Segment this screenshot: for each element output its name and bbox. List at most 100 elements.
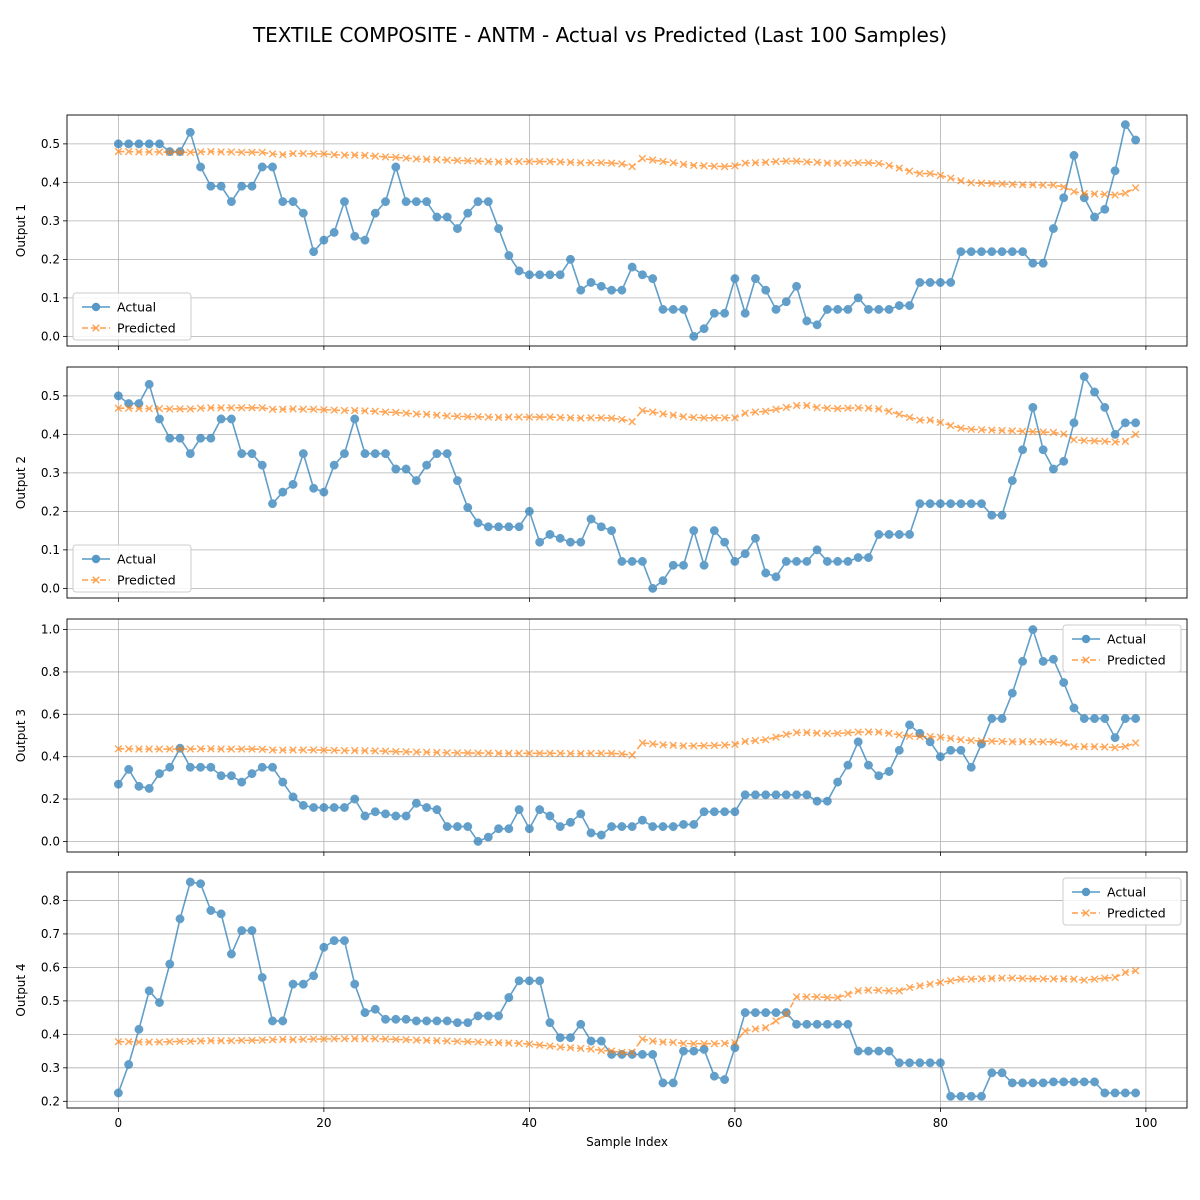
data-point-predicted — [1131, 739, 1140, 747]
data-point-predicted — [895, 410, 904, 419]
data-point-actual — [802, 1019, 812, 1029]
data-point-predicted — [1018, 737, 1027, 746]
data-point-predicted — [268, 405, 277, 414]
data-point-predicted — [309, 1035, 318, 1043]
data-point-actual — [545, 530, 555, 539]
data-point-predicted — [916, 732, 924, 741]
data-point-actual — [381, 809, 390, 819]
data-point-actual — [586, 514, 596, 524]
data-point-actual — [155, 998, 164, 1008]
data-point-actual — [463, 1018, 473, 1028]
data-point-actual — [617, 556, 627, 566]
data-point-predicted — [515, 413, 523, 421]
data-point-predicted — [402, 154, 410, 162]
data-point-actual — [566, 537, 575, 547]
data-point-predicted — [443, 156, 451, 164]
subplot-4: 0.2 0.3 0.4 0.5 0.6 0.7 0.8 0 20 40 60 80 100 Output … — [14, 871, 1188, 1149]
data-point-predicted — [792, 993, 801, 1001]
data-point-actual — [524, 506, 534, 516]
data-point-predicted — [371, 407, 380, 416]
data-point-predicted — [1121, 437, 1130, 446]
data-point-actual — [874, 530, 884, 539]
data-point-predicted — [628, 751, 636, 759]
data-point-predicted — [761, 407, 770, 416]
data-point-predicted — [422, 748, 431, 757]
data-point-actual — [401, 811, 411, 821]
data-point-predicted — [124, 1037, 133, 1046]
data-point-predicted — [648, 1037, 657, 1045]
data-point-actual — [720, 537, 730, 547]
data-point-actual — [329, 460, 339, 470]
data-point-predicted — [1111, 973, 1119, 982]
data-point-actual — [350, 231, 360, 241]
data-point-predicted — [186, 745, 195, 753]
x-tick-label: 40 — [522, 1116, 537, 1130]
data-point-predicted — [833, 159, 842, 167]
data-point-predicted — [176, 405, 184, 413]
data-point-actual — [843, 556, 853, 566]
data-point-predicted — [422, 1036, 431, 1045]
data-point-predicted — [412, 748, 421, 756]
series-predicted — [114, 147, 1140, 199]
data-point-predicted — [505, 1039, 513, 1047]
axes-frame — [66, 618, 1188, 853]
data-point-predicted — [361, 1034, 369, 1043]
data-point-predicted — [515, 749, 523, 758]
data-point-predicted — [761, 735, 770, 744]
data-point-predicted — [597, 414, 606, 422]
data-point-actual — [422, 1016, 432, 1026]
data-point-actual — [1018, 247, 1028, 257]
y-tick-label: 0.5 — [41, 389, 60, 403]
data-point-predicted — [1121, 968, 1130, 977]
data-point-actual — [894, 745, 904, 755]
data-point-actual — [843, 304, 853, 314]
data-point-actual — [576, 537, 586, 547]
data-point-predicted — [145, 404, 153, 413]
data-point-actual — [781, 297, 791, 307]
data-point-actual — [1028, 402, 1038, 412]
data-point-actual — [997, 247, 1007, 257]
data-point-predicted — [823, 404, 832, 412]
data-point-actual — [1079, 714, 1089, 724]
data-point-predicted — [1101, 974, 1109, 982]
data-point-actual — [740, 790, 750, 800]
data-point-predicted — [731, 162, 739, 170]
data-point-actual — [884, 767, 894, 776]
data-point-actual — [401, 464, 411, 474]
data-point-predicted — [648, 408, 657, 416]
series-predicted — [114, 966, 1140, 1057]
ticks: 0.0 0.1 0.2 0.3 0.4 0.5 — [41, 137, 1147, 350]
data-point-predicted — [453, 156, 462, 165]
legend: Actual Predicted — [72, 544, 192, 593]
data-point-actual — [175, 433, 185, 443]
data-point-predicted — [659, 1038, 667, 1046]
y-tick-label: 0.4 — [41, 750, 60, 764]
data-point-predicted — [289, 149, 297, 158]
data-point-predicted — [320, 746, 328, 754]
data-point-actual — [843, 760, 853, 770]
data-point-predicted — [751, 1025, 760, 1033]
y-tick-label: 1.0 — [41, 623, 60, 637]
data-point-predicted — [700, 414, 708, 422]
data-point-actual — [453, 224, 462, 234]
data-point-predicted — [453, 749, 462, 757]
data-point-predicted — [463, 412, 472, 421]
data-point-actual — [370, 208, 380, 218]
data-point-actual — [864, 553, 873, 563]
data-point-actual — [381, 1014, 390, 1024]
data-point-predicted — [885, 729, 893, 738]
data-point-predicted — [669, 741, 678, 750]
data-point-predicted — [566, 1043, 575, 1052]
data-point-predicted — [998, 426, 1006, 435]
data-point-predicted — [597, 1046, 606, 1055]
data-point-actual — [1048, 224, 1058, 234]
data-point-predicted — [803, 993, 811, 1001]
legend-label: Predicted — [117, 573, 176, 588]
data-point-actual — [935, 278, 945, 287]
data-point-predicted — [833, 404, 842, 413]
data-point-actual — [853, 737, 863, 747]
data-point-predicted — [176, 148, 184, 157]
data-point-predicted — [792, 157, 801, 165]
data-point-predicted — [371, 152, 380, 160]
data-point-predicted — [987, 179, 996, 188]
